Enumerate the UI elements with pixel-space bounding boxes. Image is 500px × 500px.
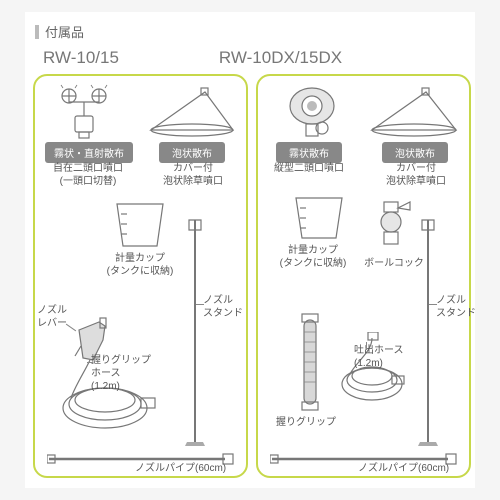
cap-griphose-c: (1.2m) — [91, 380, 120, 393]
header-accent-bar — [35, 25, 39, 39]
cap-discharge-a: 吐出ホース — [354, 344, 404, 357]
cap-cup-b: (タンクに収納) — [97, 265, 183, 278]
panels-row: 霧状・直射散布 自在二頭口噴口 (一頭口切替) 泡状散布 カバー付 泡状除草噴口 — [33, 74, 471, 478]
cap-cup-rb: (タンクに収納) — [270, 257, 356, 270]
twohead-nozzle-icon — [49, 84, 119, 145]
cone-cover-icon-r — [366, 86, 460, 147]
cap-grip: 握りグリップ — [270, 416, 342, 429]
vertical-twohead-icon — [282, 84, 346, 145]
section-header: 付属品 — [35, 22, 84, 41]
model-right: RW-10DX/15DX — [219, 48, 342, 68]
content-area: 付属品 RW-10/15 RW-10DX/15DX — [25, 12, 475, 488]
cap-griphose-a: 握りグリップ — [91, 354, 151, 367]
panel-rw10dx-15dx: 霧状散布 縦型二頭口噴口 泡状散布 カバー付 泡状除草噴口 計量カップ — [256, 74, 471, 478]
cap-cup-a: 計量カップ — [97, 252, 183, 265]
cap-cover-ra: カバー付 — [376, 162, 456, 175]
cap-nozzle-pipe: ノズルパイプ(60cm) — [135, 462, 226, 475]
cap-nozzle-stand: ノズル スタンド — [203, 294, 243, 320]
cap-twohead-a: 自在二頭口噴口 — [45, 162, 131, 175]
pill-foam-r: 泡状散布 — [382, 142, 448, 163]
section-title: 付属品 — [45, 22, 84, 41]
grip-icon — [292, 312, 328, 417]
cap-griphose-b: ホース — [91, 367, 121, 380]
cap-nozzle-lever: ノズル レバー — [37, 304, 67, 330]
cap-discharge-b: (1.2m) — [354, 357, 383, 370]
nozzle-stand-icon — [185, 216, 205, 451]
cap-vert-a: 縦型二頭口噴口 — [266, 162, 352, 175]
pill-mist-jet: 霧状・直射散布 — [45, 142, 133, 163]
measuring-cup-icon — [107, 198, 173, 257]
cap-cover-rb: 泡状除草噴口 — [376, 175, 456, 188]
panel-rw10-15: 霧状・直射散布 自在二頭口噴口 (一頭口切替) 泡状散布 カバー付 泡状除草噴口 — [33, 74, 248, 478]
pill-mist-r: 霧状散布 — [276, 142, 342, 163]
pill-foam: 泡状散布 — [159, 142, 225, 163]
nozzle-stand-icon-r — [418, 216, 438, 451]
cap-twohead-b: (一頭口切替) — [45, 175, 131, 188]
measuring-cup-icon-r — [288, 194, 350, 249]
cap-cup-ra: 計量カップ — [270, 244, 356, 257]
cap-cover-a: カバー付 — [153, 162, 233, 175]
model-headers: RW-10/15 RW-10DX/15DX — [25, 48, 475, 68]
cone-cover-icon — [145, 86, 237, 147]
ballcock-icon — [370, 198, 416, 253]
cap-nozzle-stand-r: ノズル スタンド — [436, 294, 476, 320]
cap-nozzle-pipe-r: ノズルパイプ(60cm) — [358, 462, 449, 475]
model-left: RW-10/15 — [43, 48, 119, 68]
cap-cover-b: 泡状除草噴口 — [153, 175, 233, 188]
